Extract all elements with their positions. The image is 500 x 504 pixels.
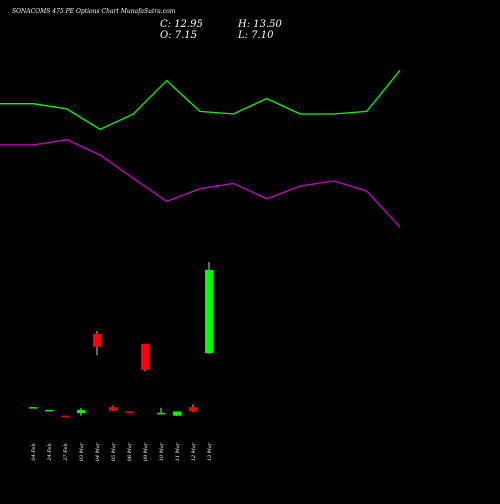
candle-body: [77, 409, 85, 414]
candle-body: [173, 411, 181, 416]
x-tick-label: 04 Mar: [95, 442, 101, 461]
candle-06-mar: [125, 411, 133, 413]
x-axis-ticks: 04 Feb 24 Feb 27 Feb 03 Mar 04 Mar 05 Mar 06 M…: [31, 442, 213, 461]
x-tick-label: 03 Mar: [79, 442, 85, 461]
candle-body: [205, 269, 213, 354]
x-tick-label: 24 Feb: [47, 443, 53, 461]
candle-body: [29, 407, 37, 409]
candle-13-mar: [205, 262, 213, 354]
candle-body: [61, 415, 69, 418]
candle-body: [157, 412, 165, 415]
candle-12-mar: [189, 404, 197, 413]
candle-04-feb: [29, 407, 37, 409]
candle-04-mar: [93, 330, 101, 356]
open-readout: O: 7.15: [160, 30, 197, 41]
x-tick-label: 11 Mar: [175, 442, 181, 461]
candle-body: [109, 407, 117, 411]
candle-10-mar: [157, 407, 165, 415]
x-tick-label: 06 Mar: [127, 442, 133, 461]
candle-body: [141, 343, 149, 370]
line-series-1: [0, 69, 401, 131]
candle-03-mar: [77, 407, 85, 416]
line-series-2: [0, 139, 401, 228]
candle-body: [189, 407, 197, 412]
candle-body: [45, 409, 53, 412]
x-tick-label: 12 Mar: [191, 442, 197, 461]
x-tick-label: 13 Mar: [207, 442, 213, 461]
candles-layer: [29, 262, 213, 418]
x-tick-label: 27 Feb: [63, 443, 69, 461]
x-tick-label: 05 Mar: [111, 442, 117, 461]
candle-27-feb: [61, 415, 69, 418]
candle-05-mar: [109, 405, 117, 412]
candle-11-mar: [173, 411, 181, 416]
candle-24-feb: [45, 409, 53, 412]
high-readout: H: 13.50: [237, 19, 283, 30]
x-tick-label: 10 Mar: [159, 442, 165, 461]
candle-body: [125, 411, 133, 413]
low-readout: L: 7.10: [237, 30, 274, 41]
x-tick-label: 04 Feb: [31, 443, 37, 460]
chart-title: SONACOMS 475 PE Options Chart MunafaSutr…: [12, 8, 176, 15]
x-tick-label: 09 Mar: [143, 442, 149, 461]
candle-09-mar: [141, 343, 149, 372]
candle-body: [93, 333, 101, 347]
line-series-layer: [0, 69, 401, 228]
close-readout: C: 12.95: [160, 19, 203, 30]
